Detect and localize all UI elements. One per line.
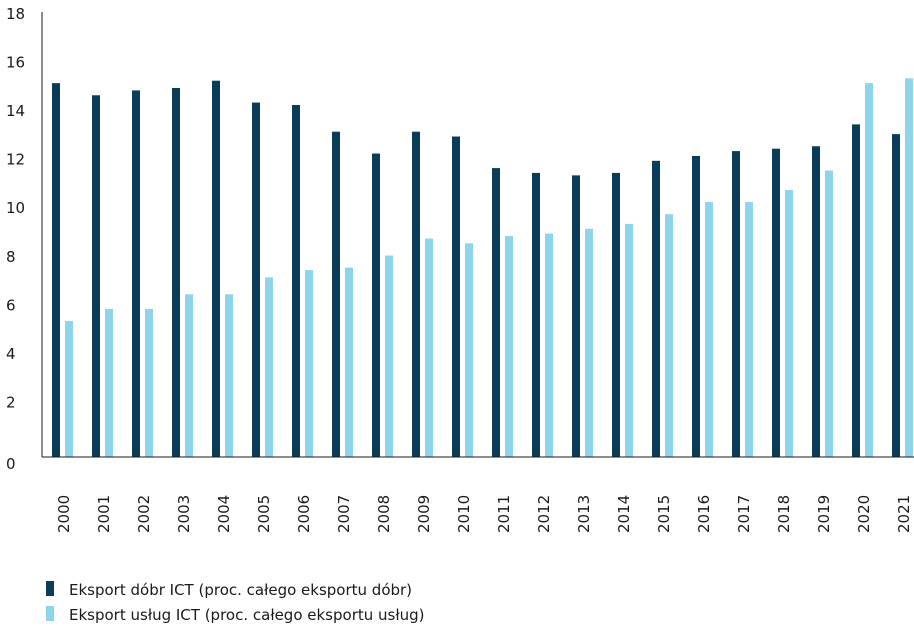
x-tick-label: 2005 [255, 495, 273, 533]
bar-goods [52, 83, 60, 457]
bar-goods [772, 148, 780, 457]
y-tick-label: 12 [6, 151, 25, 169]
x-tick-label: 2007 [335, 495, 353, 533]
bar-services [425, 238, 433, 457]
x-tick-label: 2001 [95, 495, 113, 533]
bar-services [825, 170, 833, 457]
bar-services [785, 189, 793, 457]
bar-services [865, 83, 873, 457]
x-tick-label: 2010 [455, 495, 473, 533]
bar-services [345, 267, 353, 457]
x-tick-label: 2019 [815, 495, 833, 533]
bar-goods [492, 168, 500, 457]
x-tick-label: 2012 [535, 495, 553, 533]
legend-label-services: Eksport usług ICT (proc. całego eksportu… [69, 606, 425, 624]
y-axis-ticks: 0 2 4 6 8 10 12 14 16 18 [6, 5, 25, 473]
bar-goods [652, 160, 660, 458]
y-tick-label: 0 [6, 455, 16, 473]
x-tick-label: 2009 [415, 495, 433, 533]
bar-services [65, 321, 73, 457]
bar-goods [732, 151, 740, 457]
x-tick-label: 2016 [695, 495, 713, 533]
bar-goods [292, 104, 300, 457]
x-tick-label: 2000 [55, 495, 73, 533]
bar-services [265, 277, 273, 457]
y-tick-label: 2 [6, 393, 16, 411]
x-axis-labels: 2000 2001 2002 2003 2004 2005 2006 2007 2008 2009… [55, 495, 913, 533]
y-tick-label: 16 [6, 54, 25, 72]
bar-services [185, 294, 193, 457]
bar-services [105, 308, 113, 457]
bar-goods [412, 131, 420, 457]
y-tick-label: 6 [6, 296, 16, 314]
bar-services [225, 294, 233, 457]
x-tick-label: 2011 [495, 495, 513, 533]
bar-services [385, 255, 393, 457]
bar-services [505, 236, 513, 457]
y-tick-label: 14 [6, 102, 25, 120]
x-tick-label: 2021 [895, 495, 913, 533]
bar-services [305, 270, 313, 457]
x-tick-label: 2020 [855, 495, 873, 533]
x-tick-label: 2017 [735, 495, 753, 533]
bar-goods [812, 146, 820, 457]
bar-goods [332, 131, 340, 457]
bar-services [625, 223, 633, 457]
y-tick-label: 4 [6, 345, 16, 363]
bar-services [705, 202, 713, 457]
bar-goods [612, 172, 620, 457]
x-tick-label: 2002 [135, 495, 153, 533]
x-tick-label: 2004 [215, 495, 233, 533]
bar-goods [252, 102, 260, 458]
legend-swatch-services [46, 606, 54, 621]
bar-services [465, 243, 473, 457]
bar-goods [92, 95, 100, 457]
bar-goods [212, 80, 220, 457]
x-tick-label: 2008 [375, 495, 393, 533]
bar-goods [132, 90, 140, 458]
x-tick-label: 2015 [655, 495, 673, 533]
legend: Eksport dóbr ICT (proc. całego eksportu … [46, 581, 425, 624]
bar-goods [372, 153, 380, 457]
bar-goods [692, 155, 700, 457]
legend-swatch-goods [46, 581, 54, 596]
x-tick-label: 2006 [295, 495, 313, 533]
bar-services [585, 228, 593, 457]
x-tick-label: 2014 [615, 495, 633, 533]
bar-goods [452, 136, 460, 458]
bar-goods [572, 175, 580, 457]
bar-services [745, 202, 753, 457]
bars [52, 78, 913, 458]
legend-label-goods: Eksport dóbr ICT (proc. całego eksportu … [69, 581, 412, 599]
y-tick-label: 18 [6, 5, 25, 23]
bar-goods [892, 134, 900, 457]
bar-services [665, 214, 673, 457]
bar-goods [172, 87, 180, 457]
y-tick-label: 8 [6, 248, 16, 266]
bar-services [905, 78, 913, 458]
bar-services [545, 233, 553, 457]
x-tick-label: 2003 [175, 495, 193, 533]
bar-goods [852, 124, 860, 458]
bar-services [145, 308, 153, 457]
y-tick-label: 10 [6, 199, 25, 217]
bar-goods [532, 172, 540, 457]
x-tick-label: 2013 [575, 495, 593, 533]
x-tick-label: 2018 [775, 495, 793, 533]
